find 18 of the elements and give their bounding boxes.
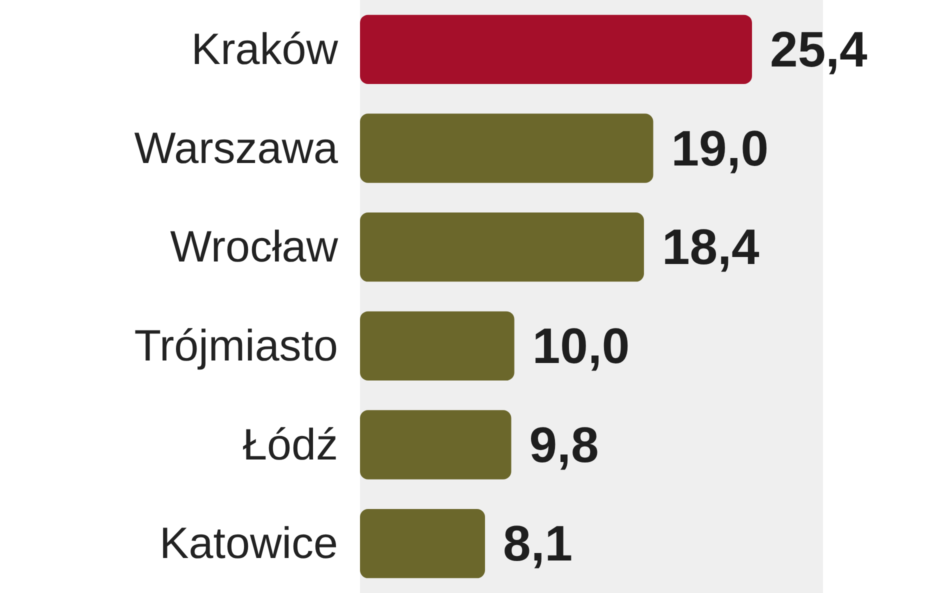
data-label: 9,8	[529, 416, 599, 473]
y-tick-label: Łódź	[242, 420, 338, 470]
data-label: 8,1	[503, 516, 573, 572]
bar	[360, 508, 486, 578]
y-tick-label: Wrocław	[170, 222, 338, 272]
data-label: 25,4	[770, 21, 868, 78]
bar	[360, 410, 512, 480]
bar	[360, 14, 752, 84]
y-tick-label: Kraków	[191, 24, 338, 74]
y-tick-label: Warszawa	[134, 124, 339, 173]
bar	[360, 212, 644, 282]
y-tick-label: Trójmiasto	[134, 321, 338, 370]
bar	[360, 311, 514, 381]
bar	[360, 114, 654, 183]
data-label: 10,0	[532, 318, 630, 374]
y-tick-label: Katowice	[159, 519, 338, 568]
data-label: 18,4	[662, 219, 760, 276]
data-label: 19,0	[671, 120, 769, 176]
